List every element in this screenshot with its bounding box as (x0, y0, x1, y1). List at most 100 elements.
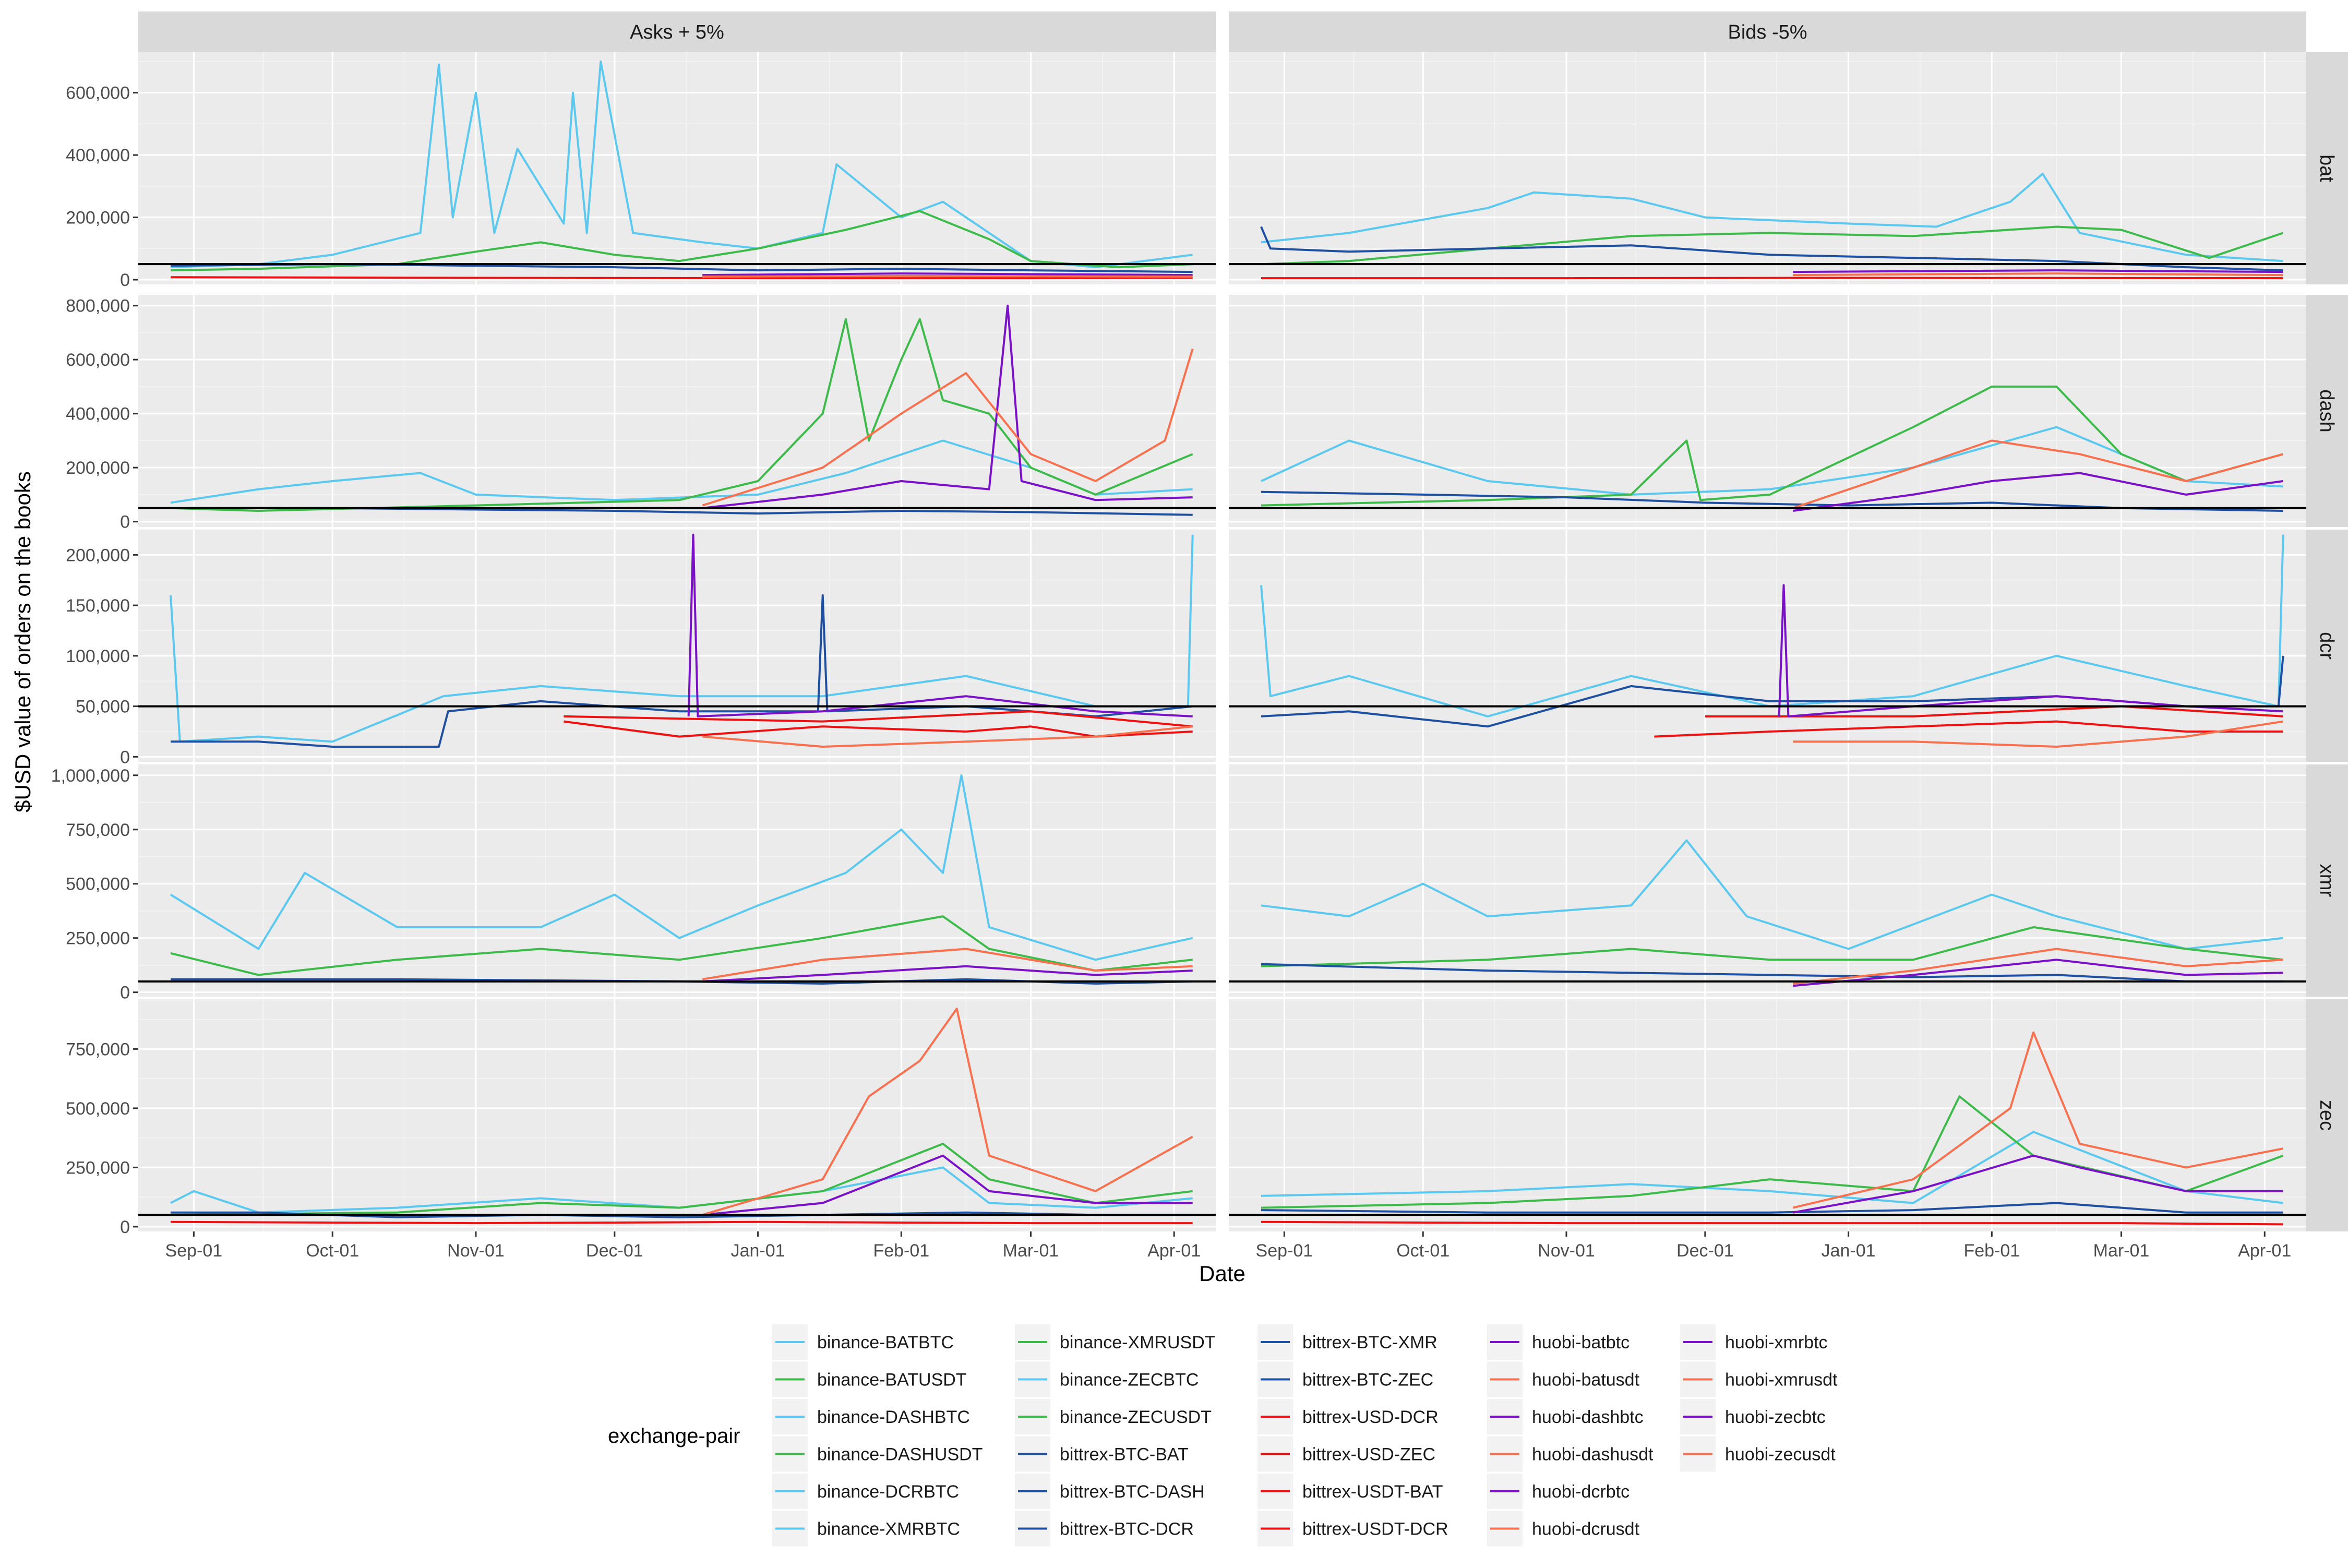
legend-item-label: binance-XMRBTC (817, 1519, 960, 1539)
series-line-bittrex-usd-zec (1261, 1220, 2283, 1226)
row-strip-label: zec (2316, 1100, 2338, 1131)
column-strip-label: Bids -5% (1728, 21, 1807, 43)
x-tick-label: Jan-01 (731, 1241, 785, 1261)
series-line-huobi-batbtc (702, 272, 1193, 277)
y-tick-label: 400,000 (66, 404, 130, 424)
x-tick-label: Apr-01 (2238, 1241, 2291, 1261)
legend-item: binance-ZECUSDT (1015, 1399, 1212, 1434)
y-tick-label: 250,000 (66, 1158, 130, 1178)
legend-item-label: huobi-dashbtc (1532, 1407, 1644, 1427)
panel-background (1229, 52, 2306, 284)
y-tick-label: 50,000 (76, 697, 130, 717)
column-strip-label: Asks + 5% (630, 21, 724, 43)
legend-item-label: huobi-batbtc (1532, 1333, 1630, 1352)
y-tick-label: 200,000 (66, 208, 130, 228)
legend-item-label: bittrex-BTC-DCR (1060, 1519, 1194, 1539)
y-tick-label: 400,000 (66, 146, 130, 165)
legend-item: bittrex-BTC-XMR (1257, 1324, 1437, 1360)
x-tick-label: Feb-01 (873, 1241, 929, 1261)
series-line-huobi-dcrusdt (1793, 720, 2284, 748)
legend-item-label: bittrex-USD-DCR (1302, 1407, 1439, 1427)
series-line-binance-dashusdt (170, 318, 1193, 512)
legend-item: bittrex-BTC-BAT (1015, 1436, 1189, 1472)
panel-bat-asks-5 (138, 52, 1216, 284)
y-tick-label: 0 (120, 512, 130, 532)
x-tick-label: Sep-01 (1256, 1241, 1313, 1261)
panel-xmr-bids-5 (1229, 764, 2306, 997)
legend-item-label: binance-DASHBTC (817, 1407, 970, 1427)
legend-item: binance-XMRUSDT (1015, 1324, 1216, 1360)
column-strip-bids-5 (1229, 11, 2306, 52)
series-line-bittrex-usd-zec (170, 1220, 1193, 1225)
panel-background (138, 295, 1216, 527)
x-axis-title: Date (1199, 1261, 1245, 1286)
x-tick-label: Oct-01 (1396, 1241, 1449, 1261)
panel-dcr-bids-5 (1229, 529, 2306, 762)
legend-item: binance-DCRBTC (772, 1474, 959, 1509)
x-tick-label: Feb-01 (1963, 1241, 2020, 1261)
panel-background (1229, 295, 2306, 527)
series-group (170, 533, 1194, 748)
legend-item-label: binance-BATBTC (817, 1333, 954, 1352)
legend-item: huobi-dcrusdt (1487, 1511, 1640, 1547)
legend-item-label: huobi-zecusdt (1725, 1445, 1836, 1465)
x-tick-label: Oct-01 (306, 1241, 359, 1261)
legend-item: huobi-dcrbtc (1487, 1474, 1630, 1509)
row-strip-zec (2306, 999, 2348, 1231)
legend-item: huobi-xmrbtc (1680, 1324, 1828, 1360)
series-line-huobi-zecbtc (702, 1154, 1193, 1216)
series-line-huobi-dashbtc (702, 304, 1193, 509)
y-tick-label: 200,000 (66, 545, 130, 565)
x-tick-label: Apr-01 (1147, 1241, 1201, 1261)
series-line-huobi-xmrbtc (1793, 959, 2283, 987)
row-strip-label: bat (2316, 154, 2338, 182)
y-tick-label: 750,000 (66, 820, 130, 840)
legend-item-label: bittrex-BTC-DASH (1060, 1482, 1205, 1502)
row-strip-bat (2306, 52, 2348, 284)
y-tick-label: 1,000,000 (51, 766, 130, 786)
panel-dcr-asks-5 (138, 529, 1216, 762)
row-strip-label: dcr (2316, 632, 2338, 660)
legend-item: binance-XMRBTC (772, 1511, 960, 1547)
y-tick-label: 100,000 (66, 647, 130, 666)
panel-xmr-asks-5 (138, 764, 1216, 997)
legend-item: binance-BATBTC (772, 1324, 954, 1360)
panel-bat-bids-5 (1229, 52, 2306, 284)
x-tick-label: Nov-01 (1538, 1241, 1595, 1261)
panel-background (138, 530, 1216, 762)
x-tick-label: Mar-01 (2093, 1241, 2150, 1261)
series-line-huobi-zecusdt (702, 1008, 1193, 1216)
legend-item: huobi-xmrusdt (1680, 1361, 1838, 1397)
legend-item-label: huobi-zecbtc (1725, 1407, 1826, 1427)
series-line-binance-batusdt (170, 210, 1193, 272)
y-tick-label: 0 (120, 747, 130, 767)
series-line-bittrex-btc-xmr (171, 978, 1193, 985)
series-line-huobi-batusdt (1793, 272, 2283, 277)
legend-item-label: huobi-batusdt (1532, 1370, 1640, 1390)
legend-item-label: bittrex-USD-ZEC (1302, 1445, 1435, 1465)
legend-item-label: huobi-xmrusdt (1725, 1370, 1838, 1390)
series-line-binance-xmrusdt (1261, 926, 2283, 967)
y-axis-title: $USD value of orders on the books (10, 471, 35, 812)
legend-item-label: huobi-xmrbtc (1725, 1333, 1828, 1352)
legend-item: binance-DASHBTC (772, 1399, 970, 1434)
series-line-binance-dashusdt (1261, 385, 2284, 507)
series-line-huobi-xmrusdt (702, 948, 1193, 980)
series-group (170, 60, 1193, 280)
series-line-binance-xmrbtc (1261, 839, 2283, 950)
legend-item: bittrex-USDT-BAT (1257, 1474, 1443, 1509)
legend-item-label: binance-DCRBTC (817, 1482, 959, 1502)
legend-item: bittrex-BTC-ZEC (1257, 1361, 1433, 1397)
legend-item-label: binance-ZECUSDT (1060, 1407, 1212, 1427)
legend-item-label: bittrex-BTC-ZEC (1302, 1370, 1433, 1390)
legend-item: bittrex-BTC-DASH (1015, 1474, 1205, 1509)
y-tick-label: 750,000 (66, 1039, 130, 1059)
y-tick-label: 200,000 (66, 458, 130, 478)
x-tick-label: Dec-01 (1676, 1241, 1734, 1261)
legend-item-label: bittrex-USDT-DCR (1302, 1519, 1448, 1539)
series-line-huobi-dashusdt (1792, 439, 2284, 509)
legend-item: binance-DASHUSDT (772, 1436, 983, 1472)
panel-zec-bids-5 (1229, 999, 2306, 1231)
series-group (1261, 1031, 2284, 1226)
